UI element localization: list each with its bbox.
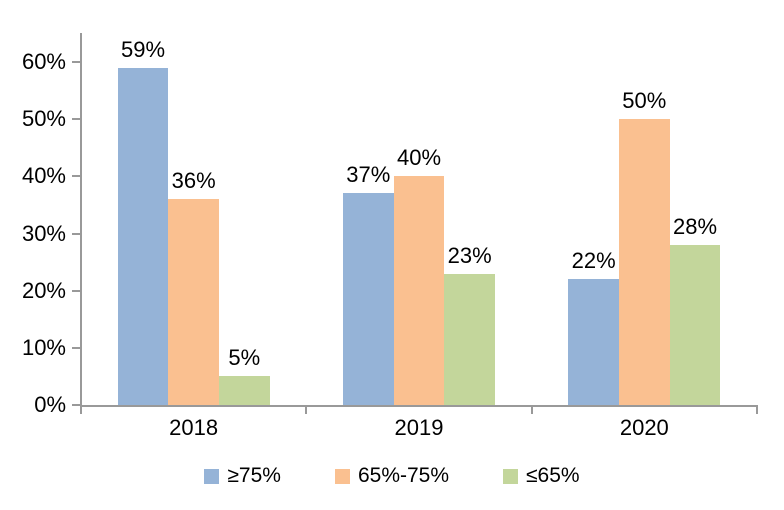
- y-axis-tick: [72, 289, 80, 292]
- x-axis-tick: [80, 405, 82, 414]
- y-axis-tick-label: 30%: [21, 220, 66, 246]
- bar-2020-series-1: [619, 119, 670, 405]
- y-axis-tick: [72, 346, 80, 349]
- y-axis-tick: [72, 175, 80, 178]
- bar-2018-series-0: [117, 67, 169, 405]
- legend-label: 65%-75%: [357, 464, 450, 487]
- bar-2020-series-2: [669, 244, 721, 405]
- legend: ≥75% 65%-75% ≤65%: [0, 464, 784, 488]
- bar-2018-series-2: [219, 376, 270, 405]
- y-axis-tick: [72, 232, 80, 235]
- x-axis-category-label: 2018: [169, 415, 219, 440]
- legend-swatch-icon: [204, 468, 220, 484]
- legend-label: ≤65%: [526, 464, 580, 487]
- legend-label: ≥75%: [227, 464, 281, 487]
- legend-swatch-icon: [334, 468, 350, 484]
- bar-2018-series-1: [168, 199, 219, 405]
- y-axis-tick-label: 40%: [21, 163, 66, 189]
- y-axis-tick: [72, 61, 80, 63]
- x-axis-tick: [756, 405, 758, 414]
- x-axis-tick: [530, 405, 533, 414]
- y-axis-tick-label: 60%: [21, 49, 66, 74]
- bar-value-label: 40%: [396, 145, 442, 171]
- bar-2019-series-2: [444, 273, 495, 405]
- bar-value-label: 37%: [346, 162, 391, 188]
- y-axis-tick: [72, 118, 80, 121]
- bar-value-label: 22%: [571, 248, 616, 274]
- legend-swatch-icon: [503, 468, 519, 484]
- x-axis-category-label: 2020: [619, 415, 669, 440]
- y-axis-tick-label: 20%: [21, 277, 66, 303]
- axes-lines: [80, 33, 757, 407]
- bar-2019-series-1: [393, 176, 445, 405]
- y-axis-tick-label: 10%: [21, 334, 66, 360]
- bar-value-label: 5%: [228, 345, 261, 371]
- bar-value-label: 36%: [171, 168, 216, 194]
- y-axis-tick-label: 50%: [21, 106, 66, 132]
- bar-value-label: 50%: [622, 88, 667, 114]
- y-axis-tick: [72, 404, 80, 406]
- bar-2019-series-0: [343, 193, 394, 405]
- x-axis-category-label: 2019: [394, 415, 444, 440]
- bar-value-label: 23%: [447, 242, 492, 268]
- legend-item: ≥75%: [204, 464, 281, 488]
- legend-item: 65%-75%: [334, 464, 450, 488]
- y-axis-tick-label: 0%: [34, 392, 66, 417]
- bar-2020-series-0: [568, 279, 619, 405]
- bar-value-label: 59%: [120, 36, 166, 62]
- bar-value-label: 28%: [672, 213, 718, 239]
- legend-item: ≤65%: [503, 464, 580, 488]
- x-axis-tick: [305, 405, 308, 414]
